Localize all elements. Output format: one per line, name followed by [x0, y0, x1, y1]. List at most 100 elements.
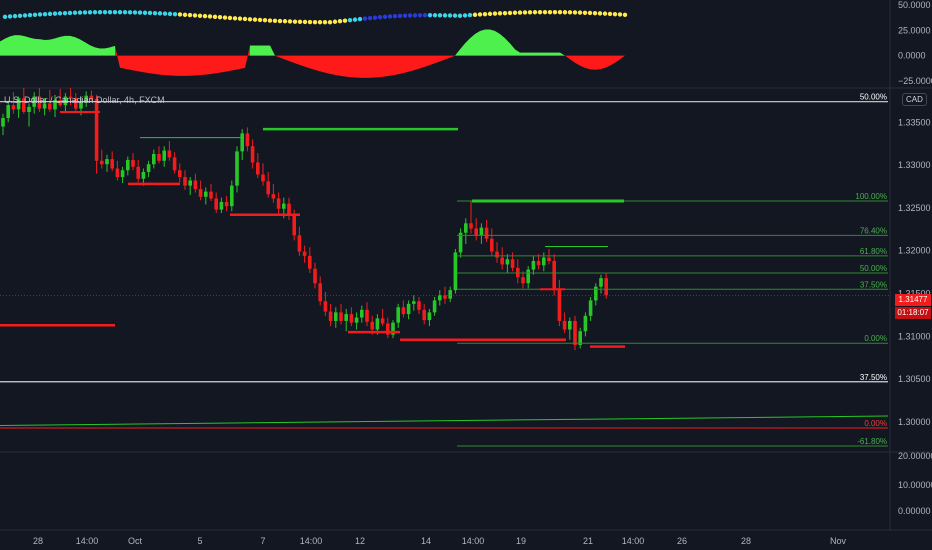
- osc-dot: [82, 10, 88, 15]
- osc-dot: [327, 20, 333, 25]
- time-tick-label: 14:00: [76, 536, 99, 546]
- osc-bar: [510, 43, 515, 56]
- osc-bar: [430, 55, 435, 66]
- osc-bar: [520, 52, 525, 56]
- osc-dot: [492, 11, 498, 16]
- osc-dot: [62, 10, 68, 16]
- osc-bar: [140, 55, 145, 73]
- candle-body: [245, 133, 250, 147]
- fib-outer-label: 50.00%: [860, 93, 887, 102]
- osc-dot: [467, 12, 473, 18]
- osc-bar: [235, 55, 240, 70]
- osc-dot: [527, 10, 533, 15]
- osc-bar: [615, 55, 620, 63]
- candle-body: [510, 259, 515, 268]
- candle-body: [536, 261, 541, 266]
- osc-dot: [522, 10, 528, 15]
- candle-body: [6, 105, 10, 118]
- osc-dot: [27, 12, 33, 18]
- osc-dot: [487, 11, 493, 17]
- osc-bar: [155, 55, 160, 75]
- osc-bar: [40, 39, 45, 56]
- osc-dot: [542, 9, 548, 15]
- osc-bar: [230, 55, 235, 71]
- osc-dot: [337, 19, 343, 24]
- osc-dot: [357, 16, 363, 22]
- osc-dot: [277, 18, 283, 24]
- candle-body: [183, 177, 187, 186]
- candle-body: [599, 278, 603, 287]
- candle-body: [100, 160, 104, 165]
- osc-bar: [465, 38, 470, 56]
- osc-dot: [442, 13, 448, 18]
- candle-body: [162, 150, 166, 161]
- candle-body: [235, 151, 239, 186]
- candle-body: [583, 315, 588, 332]
- candle-body: [167, 150, 172, 158]
- time-tick-label: Oct: [128, 536, 143, 546]
- osc-bar: [290, 55, 295, 64]
- osc-bar: [30, 37, 35, 56]
- osc-bar: [605, 55, 610, 68]
- osc-bar: [535, 52, 540, 56]
- osc-bar: [260, 45, 265, 56]
- osc-dot: [457, 13, 463, 18]
- osc-dot: [202, 13, 208, 19]
- osc-tick-label: −25.0000: [898, 76, 932, 86]
- osc-dot: [192, 13, 198, 18]
- osc-bar: [135, 55, 140, 72]
- time-tick-label: 14:00: [622, 536, 645, 546]
- osc-dot: [127, 10, 133, 15]
- osc-bar: [360, 55, 365, 78]
- osc-dot: [382, 14, 388, 20]
- osc-dot: [362, 16, 368, 21]
- candle-body: [500, 257, 504, 265]
- osc-dot: [87, 10, 93, 15]
- osc-dot: [102, 9, 108, 15]
- osc-dot: [2, 14, 8, 20]
- candle-body: [406, 303, 411, 315]
- lower-tick-label: 0.00000: [898, 506, 931, 516]
- osc-dot: [612, 11, 618, 17]
- osc-bar: [275, 55, 280, 58]
- osc-dot: [272, 18, 278, 23]
- osc-bar: [145, 55, 150, 74]
- osc-bar: [15, 35, 20, 56]
- candle-body: [448, 290, 452, 299]
- price-tag-countdown: 01:18:07: [895, 307, 931, 319]
- osc-dot: [437, 13, 443, 18]
- osc-bar: [555, 52, 560, 56]
- osc-bar: [255, 45, 260, 56]
- currency-badge[interactable]: CAD: [902, 93, 927, 106]
- osc-dot: [562, 10, 568, 15]
- candle-body: [110, 159, 114, 169]
- candle-body: [297, 235, 302, 252]
- time-tick-label: 14: [421, 536, 431, 546]
- candle-body: [105, 159, 109, 165]
- osc-dot: [462, 13, 468, 18]
- osc-dot: [152, 10, 158, 16]
- osc-dot: [552, 9, 558, 15]
- osc-dot: [502, 10, 508, 16]
- candle-body: [152, 153, 156, 165]
- osc-bar: [340, 55, 345, 77]
- osc-bar: [455, 49, 460, 56]
- osc-dot: [422, 13, 428, 18]
- osc-bar: [470, 33, 475, 56]
- osc-dot: [147, 10, 153, 16]
- osc-dot: [512, 10, 518, 15]
- osc-dot: [532, 10, 538, 15]
- osc-bar: [505, 38, 510, 56]
- candle-body: [531, 261, 536, 270]
- candle-body: [27, 106, 31, 112]
- time-tick-label: 12: [355, 536, 365, 546]
- time-tick-label: 26: [677, 536, 687, 546]
- osc-bar: [380, 55, 385, 78]
- candle-body: [256, 162, 260, 175]
- osc-dot: [247, 17, 253, 22]
- fib-outer-label: 37.50%: [860, 373, 887, 382]
- osc-bar: [530, 52, 535, 56]
- candle-body: [344, 314, 348, 321]
